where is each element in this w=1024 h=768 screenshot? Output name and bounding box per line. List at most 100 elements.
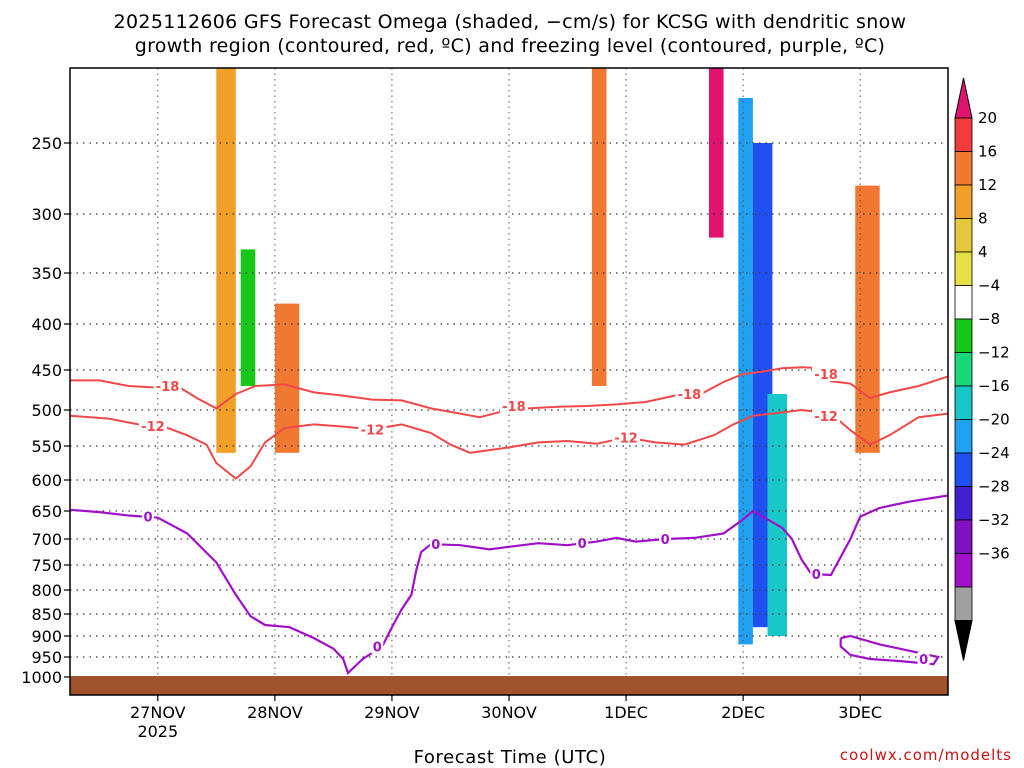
y-tick-label: 950: [31, 648, 62, 667]
omega-cell: [240, 249, 256, 386]
chart-title-line1: 2025112606 GFS Forecast Omega (shaded, −…: [114, 11, 907, 33]
contours: -18 -18 -18 -18 -12 -12 -12 -12 0 0 0 0 0 0 0: [70, 366, 948, 675]
y-tick-label: 400: [31, 315, 62, 334]
omega-cell: [591, 68, 607, 386]
colorbar: 20 16 12 8 4 −4 −8 −12 −16 −20 −24 −28 −32 −36: [954, 77, 1010, 661]
y-tick-label: 550: [31, 437, 62, 456]
colorbar-swatch: [954, 519, 973, 554]
y-tick-label: 700: [31, 530, 62, 549]
x-tick-label: 3DEC: [838, 703, 882, 722]
colorbar-label: 4: [978, 243, 988, 261]
contour-label-freezing: 0: [431, 538, 440, 553]
colorbar-label: 16: [978, 143, 997, 161]
omega-cell: [855, 185, 880, 453]
x-axis-title: Forecast Time (UTC): [414, 747, 607, 768]
colorbar-label: −32: [978, 511, 1010, 529]
colorbar-label: 20: [978, 109, 997, 127]
omega-cell: [738, 98, 753, 645]
y-tick-label: 850: [31, 605, 62, 624]
contour-dgz-bottom: [70, 408, 948, 480]
colorbar-swatch: [954, 419, 973, 454]
contour-label-freezing-bg: [142, 509, 155, 524]
contour-label-freezing: 0: [578, 537, 587, 552]
contour-label-freezing-bg: [917, 652, 930, 666]
contour-freezing-level: [70, 494, 948, 675]
colorbar-label: 12: [978, 176, 997, 194]
y-tick-label: 800: [31, 581, 62, 600]
contour-label-dgz-top-bg: [675, 387, 704, 401]
contour-label-dgz-bottom: -12: [614, 431, 638, 446]
omega-cell: [709, 68, 724, 238]
colorbar-label: −12: [978, 344, 1010, 362]
y-tick-label: 650: [31, 502, 62, 521]
x-tick-label: 29NOV: [364, 703, 420, 722]
contour-label-freezing-bg: [810, 567, 823, 581]
contour-label-dgz-bottom-bg: [138, 418, 167, 433]
contour-label-dgz-top-bg: [153, 379, 182, 393]
colorbar-label: −36: [978, 545, 1010, 563]
x-tick-label: 2DEC: [721, 703, 765, 722]
colorbar-swatch: [954, 77, 973, 119]
contour-label-freezing-bg: [576, 536, 589, 551]
y-tick-label: 300: [31, 205, 62, 224]
colorbar-label: −4: [978, 277, 1000, 295]
colorbar-swatch: [954, 151, 973, 186]
colorbar-swatch: [954, 486, 973, 521]
contour-label-dgz-top-bg: [812, 367, 841, 381]
colorbar-swatch: [954, 318, 973, 353]
contour-label-freezing: 0: [812, 568, 821, 583]
omega-cell: [274, 303, 300, 453]
omega-cell: [806, 68, 831, 352]
contour-label-dgz-bottom-bg: [812, 408, 841, 423]
x-tick-label: 27NOV: [130, 703, 186, 722]
colorbar-swatch: [954, 352, 973, 387]
ground-surface: [70, 676, 948, 695]
contour-label-freezing-bg: [659, 532, 672, 546]
colorbar-swatch: [954, 218, 973, 253]
colorbar-label: −28: [978, 478, 1010, 496]
contour-label-freezing: 0: [919, 653, 928, 668]
credit-link[interactable]: coolwx.com/modelts: [840, 746, 1012, 764]
contour-label-freezing: 0: [144, 511, 153, 526]
contour-label-dgz-top: -18: [678, 388, 702, 403]
colorbar-swatch: [954, 184, 973, 219]
contour-label-dgz-top: -18: [502, 400, 526, 415]
x-tick-sublabel: 2025: [137, 722, 178, 741]
y-tick-label: 450: [31, 361, 62, 380]
y-tick-label: 350: [31, 264, 62, 283]
contour-label-dgz-bottom-bg: [612, 430, 641, 445]
colorbar-swatch: [954, 620, 973, 661]
omega-cell: [216, 68, 236, 453]
colorbar-swatch: [954, 452, 973, 487]
contour-label-freezing-bg: [429, 537, 442, 552]
contour-label-dgz-top-bg: [499, 399, 528, 413]
colorbar-swatch: [954, 385, 973, 420]
colorbar-label: 8: [978, 210, 988, 228]
y-tick-label: 900: [31, 627, 62, 646]
y-tick-label: 600: [31, 471, 62, 490]
contour-label-dgz-bottom-bg: [358, 422, 387, 437]
colorbar-swatch: [954, 553, 973, 588]
omega-shading: [216, 68, 880, 645]
chart-title-line2: growth region (contoured, red, ºC) and f…: [135, 35, 886, 57]
y-axis: 250 300 350 400 450 500 550 600 650 700 750 800 850 9…: [21, 134, 70, 687]
y-tick-label: 1000: [21, 668, 62, 687]
colorbar-label: −20: [978, 411, 1010, 429]
y-tick-label: 250: [31, 134, 62, 153]
colorbar-swatch: [954, 285, 973, 320]
contour-label-dgz-bottom: -12: [361, 423, 385, 438]
x-tick-label: 30NOV: [481, 703, 537, 722]
colorbar-label: −8: [978, 310, 1000, 328]
colorbar-label: −24: [978, 444, 1010, 462]
contour-label-freezing: 0: [373, 641, 382, 656]
contour-label-dgz-bottom: -12: [141, 420, 165, 435]
omega-cell: [767, 394, 787, 636]
contour-label-freezing-bg: [371, 639, 384, 654]
contour-label-dgz-top: -18: [156, 380, 180, 395]
colorbar-swatch: [954, 251, 973, 286]
contour-freezing-loop: [839, 634, 941, 666]
y-tick-label: 750: [31, 556, 62, 575]
x-tick-label: 1DEC: [604, 703, 648, 722]
